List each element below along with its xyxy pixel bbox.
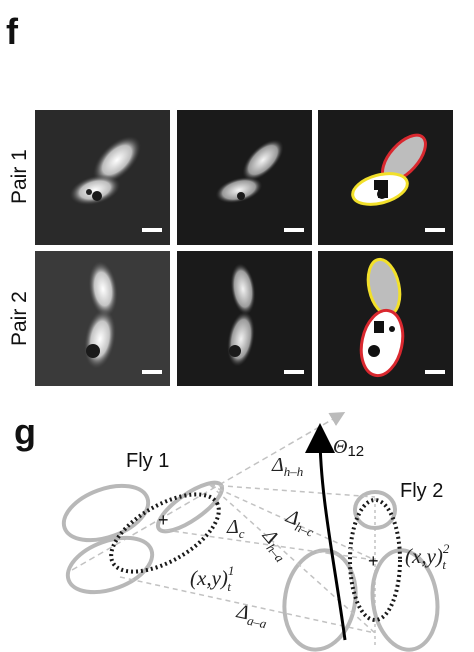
fly1-center-mark: + <box>158 510 169 530</box>
delta-aa-label: Δa–a <box>233 600 270 631</box>
delta-hh-label: Δh–h <box>271 454 303 479</box>
pair1-raw-scale-bar <box>142 228 162 232</box>
delta-ha-line <box>209 484 376 634</box>
delta-hc-label: Δh–c <box>281 505 320 540</box>
fly2-wing-left <box>282 548 358 652</box>
fly1-position-label: (x,y)1 t <box>190 563 234 594</box>
fly2-label: Fly 2 <box>400 480 443 502</box>
pair1-raw-image <box>35 110 170 245</box>
pair1-ellipse-fit-image <box>318 110 453 245</box>
theta-label: Θ12 <box>333 436 364 460</box>
row-label-pair-1: Pair 1 <box>8 149 31 204</box>
fly-pair-geometry-diagram: + + Fly 1 Fly 2 Θ12 Δh–h Δh–c Δc Δh–a Δa… <box>61 411 450 652</box>
pair2-ellipse-scale-bar <box>425 370 445 374</box>
delta-hh-line <box>209 484 376 498</box>
pair1-processed-image <box>177 110 312 245</box>
fly2-body-ellipse <box>348 498 402 622</box>
pair2-raw-scale-bar <box>142 370 162 374</box>
panel-g-letter: g <box>14 411 36 452</box>
fly1-wing-right <box>65 535 155 595</box>
fly1-wing-left <box>61 483 151 543</box>
delta-hc-line <box>209 484 376 561</box>
fly2-position-label: (x,y)2 t <box>405 541 450 572</box>
fly2-wing-right <box>370 548 440 652</box>
pair2-processed-scale-bar <box>284 370 304 374</box>
pair2-raw-image <box>35 251 170 386</box>
pair1-ellipse-scale-bar <box>425 228 445 232</box>
delta-ha-label: Δh–a <box>255 524 295 565</box>
pair2-ellipse-fit-image <box>318 251 453 386</box>
panel-f-letter: f <box>6 11 18 52</box>
pair1-processed-scale-bar <box>284 228 304 232</box>
fly2-center-mark: + <box>368 551 379 571</box>
fly1-heading-axis <box>71 411 346 571</box>
pair2-processed-image <box>177 251 312 386</box>
delta-aa-line <box>119 576 376 634</box>
fly1-label: Fly 1 <box>126 450 169 472</box>
row-label-pair-2: Pair 2 <box>8 291 31 346</box>
fly1-body-ellipse <box>109 492 221 574</box>
delta-c-label: Δc <box>226 516 245 541</box>
fly2-head-ellipse <box>353 490 397 530</box>
theta-angle-arrow <box>305 423 347 641</box>
